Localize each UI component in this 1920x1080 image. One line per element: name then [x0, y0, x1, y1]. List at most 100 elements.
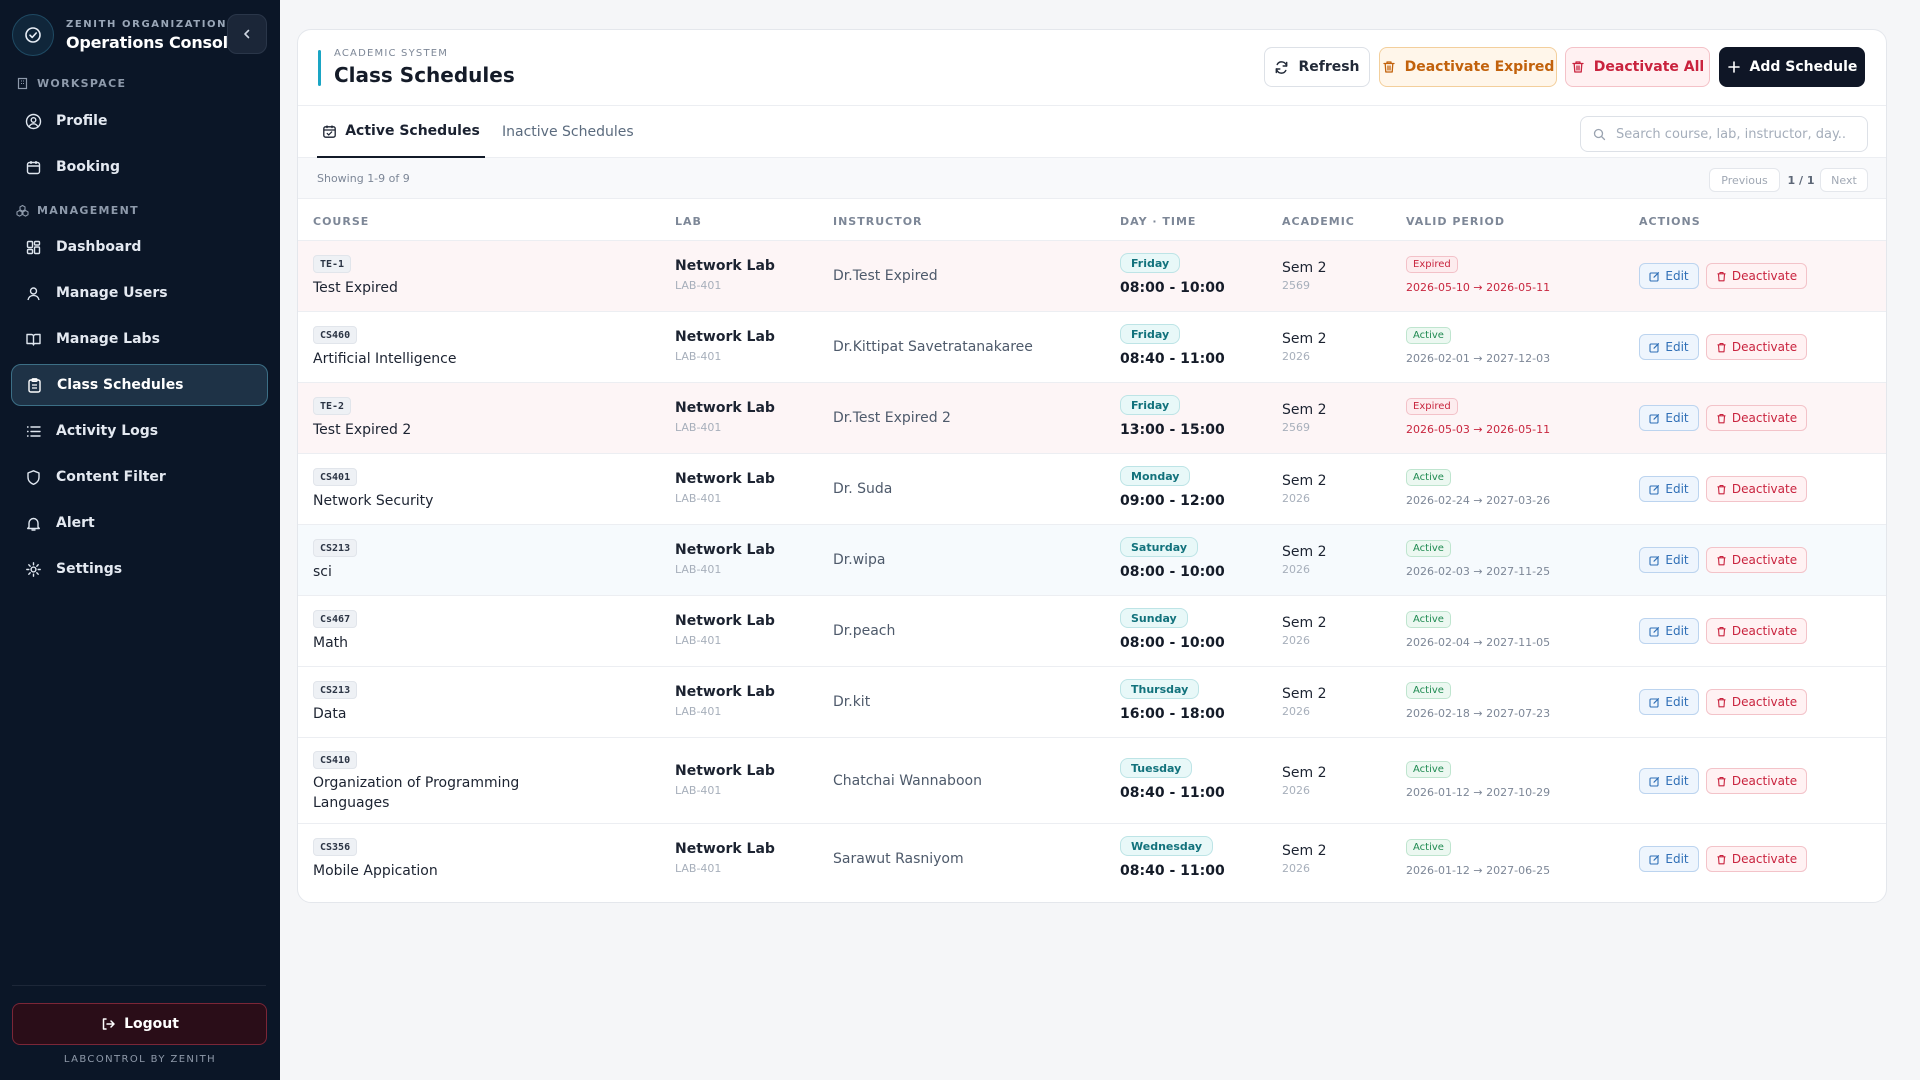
lab-name: Network Lab [675, 684, 775, 700]
edit-button[interactable]: Edit [1639, 689, 1699, 715]
table-row: CS213 sci Network Lab LAB-401 Dr.wipa Sa… [298, 525, 1886, 596]
table-row: CS356 Mobile Appication Network Lab LAB-… [298, 824, 1886, 895]
lab-code: LAB-401 [675, 705, 722, 718]
instructor-name: Sarawut Rasniyom [833, 851, 964, 867]
trash-icon [1717, 484, 1726, 494]
column-header-valid-period: VALID PERIOD [1406, 215, 1505, 228]
sidebar-item-manage-labs[interactable]: Manage Labs [11, 318, 268, 360]
edit-button[interactable]: Edit [1639, 476, 1699, 502]
sidebar-item-alert[interactable]: Alert [11, 502, 268, 544]
table-row: Cs467 Math Network Lab LAB-401 Dr.peach … [298, 596, 1886, 667]
academic-year: 2026 [1282, 350, 1310, 363]
tab-inactive-label: Inactive Schedules [502, 124, 634, 140]
sidebar-footer: LABCONTROL BY ZENITH [63, 1054, 217, 1065]
deactivate-button[interactable]: Deactivate [1706, 405, 1807, 431]
instructor-name: Chatchai Wannaboon [833, 773, 982, 789]
logout-button[interactable]: Logout [12, 1003, 267, 1045]
edit-icon [1649, 854, 1660, 865]
deactivate-button[interactable]: Deactivate [1706, 263, 1807, 289]
deactivate-button[interactable]: Deactivate [1706, 334, 1807, 360]
column-header-actions: ACTIONS [1639, 215, 1701, 228]
trash-icon [1717, 271, 1726, 281]
shield-icon [27, 469, 40, 485]
deactivate-label: Deactivate [1731, 553, 1798, 567]
edit-button[interactable]: Edit [1639, 618, 1699, 644]
sidebar-item-label: Activity Logs [56, 423, 159, 439]
sidebar-item-content-filter[interactable]: Content Filter [11, 456, 268, 498]
page-indicator: 1 / 1 [1787, 173, 1815, 187]
course-code: Cs467 [313, 610, 358, 628]
sidebar-item-dashboard[interactable]: Dashboard [11, 226, 268, 268]
status-badge: Active [1406, 839, 1451, 856]
course-code: TE-2 [313, 397, 352, 415]
user-icon [27, 286, 40, 300]
instructor-name: Dr.wipa [833, 552, 886, 568]
sidebar-item-manage-users[interactable]: Manage Users [11, 272, 268, 314]
collapse-sidebar-button[interactable] [227, 14, 267, 54]
status-badge: Active [1406, 327, 1451, 344]
lab-name: Network Lab [675, 400, 775, 416]
edit-button[interactable]: Edit [1639, 846, 1699, 872]
sidebar-item-booking[interactable]: Booking [11, 146, 268, 188]
deactivate-button[interactable]: Deactivate [1706, 768, 1807, 794]
course-name: Data [313, 706, 347, 722]
sidebar-item-label: Content Filter [56, 469, 166, 485]
deactivate-button[interactable]: Deactivate [1706, 476, 1807, 502]
edit-label: Edit [1665, 411, 1689, 425]
time-range: 08:40 - 11:00 [1120, 785, 1225, 801]
time-range: 09:00 - 12:00 [1120, 493, 1225, 509]
lab-name: Network Lab [675, 471, 775, 487]
search-input[interactable] [1616, 126, 1846, 142]
sidebar-item-class-schedules[interactable]: Class Schedules [11, 364, 268, 406]
deactivate-expired-button[interactable]: Deactivate Expired [1379, 47, 1557, 87]
showing-count: Showing 1-9 of 9 [317, 172, 410, 185]
sidebar-item-label: Manage Users [56, 285, 168, 301]
column-header-academic: ACADEMIC [1282, 215, 1355, 228]
title-accent-bar [318, 50, 321, 86]
time-range: 08:00 - 10:00 [1120, 635, 1225, 651]
brand: ZENITH ORGANIZATION Operations Console [12, 14, 239, 56]
deactivate-button[interactable]: Deactivate [1706, 689, 1807, 715]
deactivate-button[interactable]: Deactivate [1706, 846, 1807, 872]
edit-button[interactable]: Edit [1639, 768, 1699, 794]
trash-icon [1717, 413, 1726, 423]
deactivate-label: Deactivate [1731, 695, 1798, 709]
sidebar-item-activity-logs[interactable]: Activity Logs [11, 410, 268, 452]
refresh-label: Refresh [1298, 59, 1360, 75]
edit-button[interactable]: Edit [1639, 263, 1699, 289]
column-header-instructor: INSTRUCTOR [833, 215, 923, 228]
edit-button[interactable]: Edit [1639, 547, 1699, 573]
refresh-button[interactable]: Refresh [1264, 47, 1370, 87]
deactivate-button[interactable]: Deactivate [1706, 618, 1807, 644]
semester: Sem 2 [1282, 402, 1327, 418]
next-page-button[interactable]: Next [1820, 168, 1868, 192]
valid-period: 2026-02-18 → 2027-07-23 [1406, 707, 1551, 720]
lab-code: LAB-401 [675, 279, 722, 292]
deactivate-button[interactable]: Deactivate [1706, 547, 1807, 573]
clipboard-icon [28, 377, 41, 393]
edit-label: Edit [1665, 695, 1689, 709]
previous-page-button[interactable]: Previous [1709, 168, 1780, 192]
instructor-name: Dr.peach [833, 623, 896, 639]
sidebar-item-profile[interactable]: Profile [11, 100, 268, 142]
brand-app-name: Operations Console [66, 32, 239, 52]
semester: Sem 2 [1282, 473, 1327, 489]
academic-year: 2569 [1282, 279, 1310, 292]
workspace-section-label: WORKSPACE [16, 77, 126, 90]
trash-icon [1717, 697, 1726, 707]
deactivate-all-button[interactable]: Deactivate All [1565, 47, 1710, 87]
trash-icon [1717, 626, 1726, 636]
trash-icon [1572, 61, 1584, 73]
sidebar-item-label: Alert [56, 515, 95, 531]
course-code: CS460 [313, 326, 358, 344]
semester: Sem 2 [1282, 843, 1327, 859]
sidebar-item-settings[interactable]: Settings [11, 548, 268, 590]
dashboard-icon [26, 240, 41, 254]
tab-active-schedules[interactable]: Active Schedules [317, 106, 485, 158]
edit-button[interactable]: Edit [1639, 334, 1699, 360]
add-schedule-button[interactable]: Add Schedule [1719, 47, 1865, 87]
status-badge: Active [1406, 682, 1451, 699]
edit-button[interactable]: Edit [1639, 405, 1699, 431]
course-code: CS213 [313, 681, 358, 699]
tab-inactive-schedules[interactable]: Inactive Schedules [502, 106, 634, 158]
